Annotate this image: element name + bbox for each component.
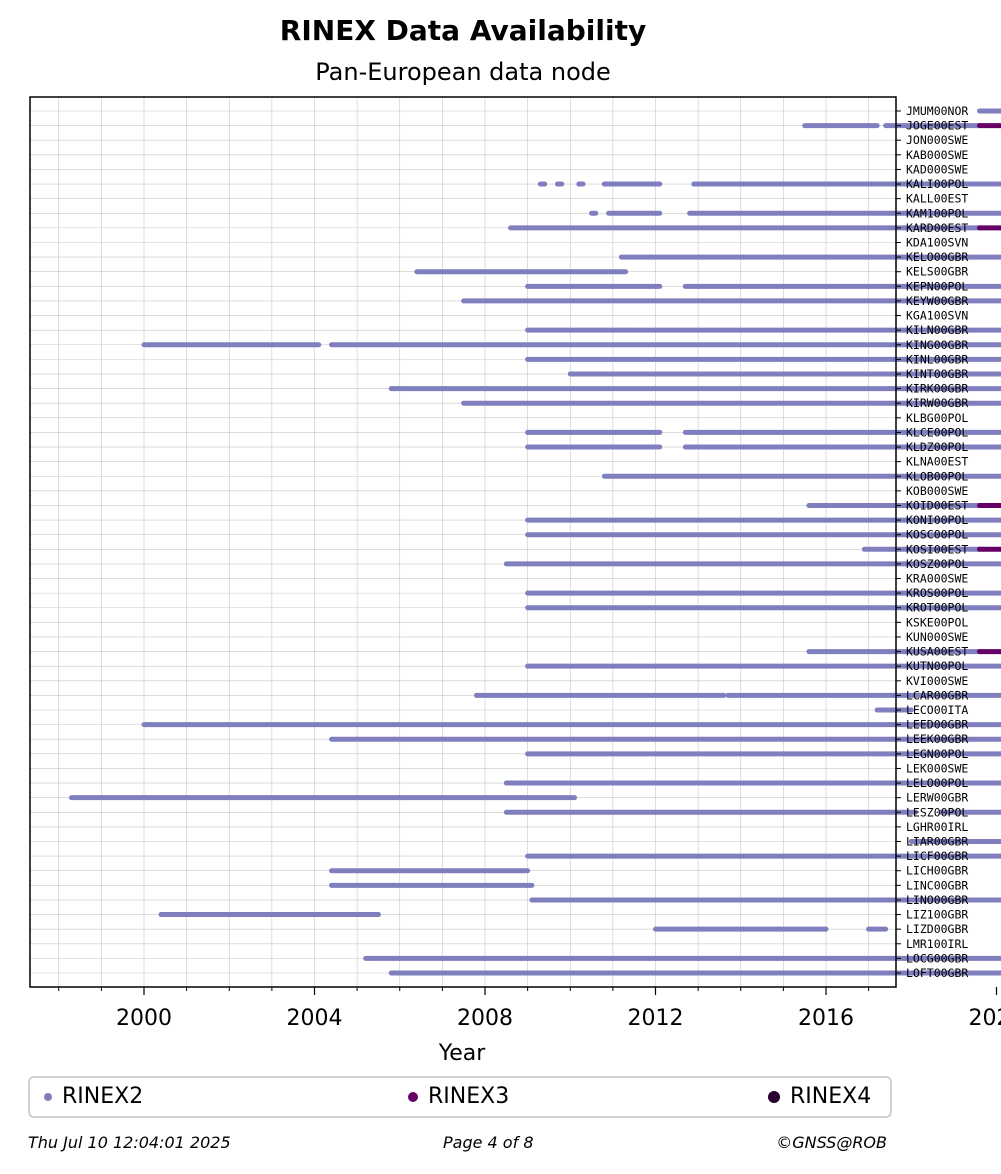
station-label: KLBG00POL: [906, 411, 968, 425]
station-label: KOSI00EST: [906, 542, 968, 556]
rinex4-dot-icon: [768, 1090, 780, 1103]
station-label: KDA100SVN: [906, 235, 968, 249]
station-label: KARD00EST: [906, 221, 968, 235]
station-label: KELO00GBR: [906, 250, 968, 264]
station-labels: JMUM00NORJOGE00ESTJON000SWEKAB000SWEKAD0…: [906, 104, 968, 980]
x-tick-label: 2020: [969, 1006, 1001, 1031]
station-label: KELS00GBR: [906, 265, 968, 279]
axes: [29, 96, 998, 995]
station-label: KONI00POL: [906, 513, 968, 527]
station-label: LELO00POL: [906, 776, 968, 790]
station-label: KEPN00POL: [906, 279, 968, 293]
availability-plot: Now JMUM00NORJOGE00ESTJON000SWEKAB000SWE…: [29, 96, 1001, 1066]
station-label: KROS00POL: [906, 586, 968, 600]
station-label: KIRK00GBR: [906, 382, 968, 396]
station-label: LINC00GBR: [906, 878, 968, 892]
station-label: KIRW00GBR: [906, 396, 968, 410]
station-label: LIAR00GBR: [906, 835, 968, 849]
station-label: KRA000SWE: [906, 572, 968, 586]
station-label: KUSA00EST: [906, 645, 968, 659]
station-label: KOSZ00POL: [906, 557, 968, 571]
plot-frame: [29, 96, 897, 988]
station-label: KLOB00POL: [906, 469, 968, 483]
station-label: KUTN00POL: [906, 659, 968, 673]
station-label: LEEK00GBR: [906, 732, 968, 746]
station-label: KALL00EST: [906, 192, 968, 206]
station-label: KVI000SWE: [906, 674, 968, 688]
station-label: LCAR00GBR: [906, 688, 968, 702]
station-label: KAB000SWE: [906, 148, 968, 162]
station-label: KEYW00GBR: [906, 294, 968, 308]
legend-item-rinex2: RINEX2: [44, 1084, 143, 1109]
station-label: LIZ100GBR: [906, 908, 968, 922]
station-label: KSKE00POL: [906, 615, 968, 629]
year-tick-labels: 2000200420082012201620202024: [116, 1006, 1001, 1031]
footer-timestamp: Thu Jul 10 12:04:01 2025: [28, 1133, 231, 1152]
station-label: KGA100SVN: [906, 309, 968, 323]
station-label: LEK000SWE: [906, 761, 968, 775]
station-label: KOSC00POL: [906, 528, 968, 542]
station-label: JON000SWE: [906, 133, 968, 147]
station-label: KAD000SWE: [906, 162, 968, 176]
legend-label-rinex3: RINEX3: [428, 1084, 510, 1109]
station-label: LEED00GBR: [906, 718, 968, 732]
x-axis-label: Year: [438, 1041, 487, 1066]
availability-bars: [69, 108, 1001, 976]
station-label: KINT00GBR: [906, 367, 968, 381]
station-label: KLCE00POL: [906, 425, 968, 439]
legend-item-rinex3: RINEX3: [408, 1084, 509, 1109]
x-tick-label: 2004: [287, 1006, 343, 1031]
x-tick-label: 2012: [628, 1006, 684, 1031]
station-label: LGHR00IRL: [906, 820, 968, 834]
station-label: JOGE00EST: [906, 119, 968, 133]
rinex3-dot-icon: [408, 1091, 418, 1102]
legend: RINEX2 RINEX3 RINEX4: [28, 1076, 892, 1118]
x-tick-label: 2000: [116, 1006, 172, 1031]
chart-subtitle: Pan-European data node: [315, 58, 611, 86]
station-label: KAM100POL: [906, 206, 968, 220]
legend-label-rinex4: RINEX4: [790, 1084, 872, 1109]
footer-copyright: ©GNSS@ROB: [776, 1133, 887, 1152]
station-label: LICF00GBR: [906, 849, 968, 863]
station-label: KINL00GBR: [906, 352, 968, 366]
x-tick-label: 2008: [457, 1006, 513, 1031]
station-label: LMR100IRL: [906, 937, 968, 951]
station-label: KILN00GBR: [906, 323, 968, 337]
rinex2-dot-icon: [44, 1092, 52, 1101]
station-label: KLNA00EST: [906, 455, 968, 469]
station-label: KOB000SWE: [906, 484, 968, 498]
footer-page-number: Page 4 of 8: [443, 1133, 534, 1152]
chart-title: RINEX Data Availability: [279, 14, 647, 47]
legend-item-rinex4: RINEX4: [768, 1084, 871, 1109]
station-label: KING00GBR: [906, 338, 968, 352]
station-label: LERW00GBR: [906, 791, 968, 805]
station-label: KUN000SWE: [906, 630, 968, 644]
station-label: LINO00GBR: [906, 893, 968, 907]
legend-label-rinex2: RINEX2: [62, 1084, 144, 1109]
station-label: KOID00EST: [906, 498, 968, 512]
station-label: LOFT00GBR: [906, 966, 968, 980]
station-label: LECO00ITA: [906, 703, 968, 717]
station-label: LICH00GBR: [906, 864, 968, 878]
station-label: KROT00POL: [906, 601, 968, 615]
station-label: LEGN00POL: [906, 747, 968, 761]
station-label: KLDZ00POL: [906, 440, 968, 454]
grid: [30, 97, 896, 987]
station-label: LOCG00GBR: [906, 951, 968, 965]
station-label: JMUM00NOR: [906, 104, 968, 118]
station-label: KALI00POL: [906, 177, 968, 191]
station-label: LIZD00GBR: [906, 922, 968, 936]
x-tick-label: 2016: [798, 1006, 854, 1031]
station-label: LESZ00POL: [906, 805, 968, 819]
